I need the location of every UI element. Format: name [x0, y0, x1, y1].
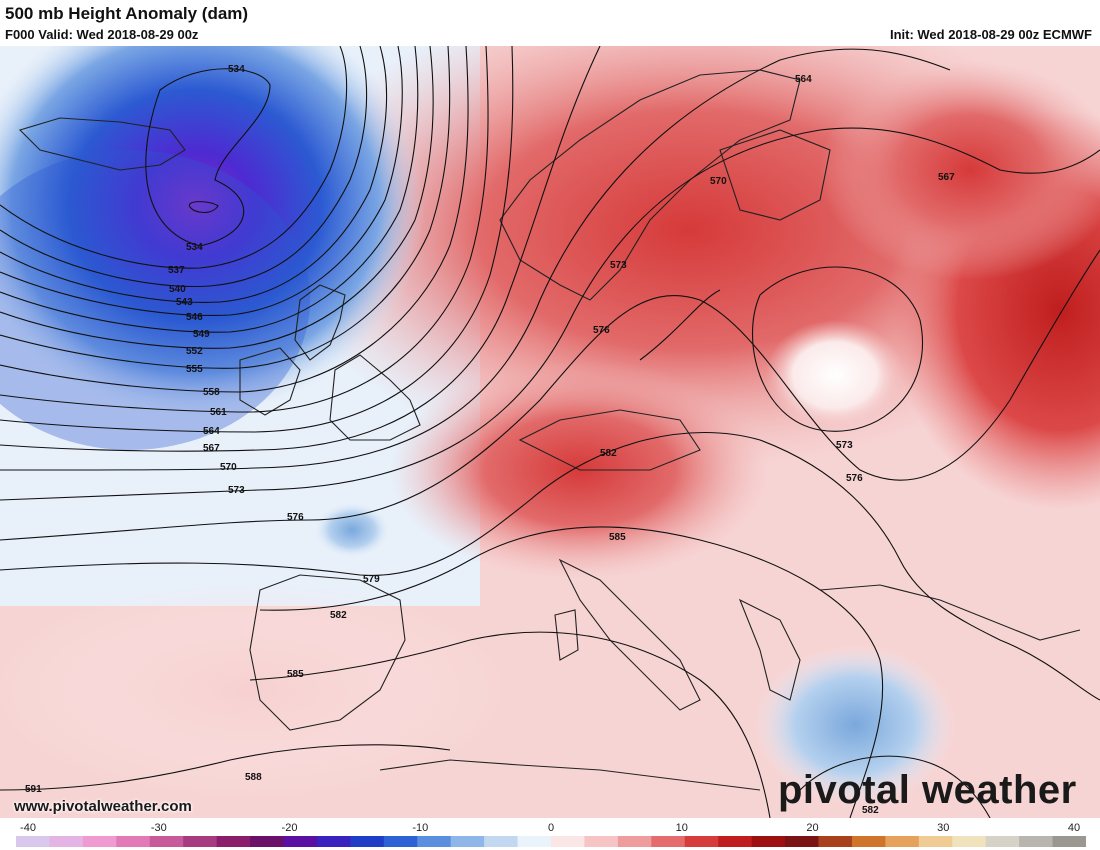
colorbar-cell	[1052, 836, 1086, 847]
contour-label: 540	[169, 284, 186, 295]
contour-label: 591	[25, 784, 42, 795]
contour-label: 546	[186, 312, 203, 323]
colorbar-cell	[1019, 836, 1054, 847]
colorbar-cell	[82, 836, 117, 847]
negative-anomaly-greece	[755, 645, 955, 805]
contour-label: 561	[210, 407, 227, 418]
colorbar-cell	[551, 836, 585, 847]
colorbar-cell	[952, 836, 987, 847]
colorbar-cell	[149, 836, 184, 847]
colorbar-cell	[216, 836, 251, 847]
colorbar-tick-label: 0	[548, 822, 554, 834]
colorbar-cell	[16, 836, 50, 847]
contour-label: 570	[220, 462, 237, 473]
colorbar-tick-label: -30	[151, 822, 167, 834]
contour-label: 570	[710, 176, 727, 187]
coastlines	[18, 69, 1081, 791]
contour-label: 567	[938, 172, 955, 183]
anomaly-map: 534 534 537 540 543 546 549 552 555 558 …	[0, 46, 1100, 818]
contour-label: 588	[245, 772, 262, 783]
colorbar-cell	[918, 836, 953, 847]
colorbar-cell	[751, 836, 786, 847]
colorbar-tick-label: 40	[1068, 822, 1080, 834]
colorbar-cell	[316, 836, 351, 847]
contour-labels: 534 534 537 540 543 546 549 552 555 558 …	[25, 64, 955, 816]
colorbar-tick-label: -20	[282, 822, 298, 834]
height-contours	[0, 46, 1100, 818]
contour-label: 567	[203, 443, 220, 454]
colorbar-cell	[250, 836, 284, 847]
colorbar-tick-label: -40	[20, 822, 36, 834]
colorbar-cell	[851, 836, 886, 847]
colorbar-cell	[885, 836, 920, 847]
colorbar-cell	[517, 836, 552, 847]
contour-label: 582	[330, 610, 347, 621]
contour-label: 576	[846, 473, 863, 484]
colorbar-cell	[49, 836, 84, 847]
contour-label: 573	[836, 440, 853, 451]
valid-time: F000 Valid: Wed 2018-08-29 00z	[5, 27, 199, 42]
contour-label: 543	[176, 297, 193, 308]
contour-label: 552	[186, 346, 203, 357]
colorbar-cell	[684, 836, 719, 847]
colorbar-cell	[617, 836, 652, 847]
init-time: Init: Wed 2018-08-29 00z ECMWF	[889, 27, 1092, 42]
contour-label: 585	[609, 532, 626, 543]
colorbar-cell	[718, 836, 753, 847]
colorbar-cell	[283, 836, 318, 847]
contour-label: 558	[203, 387, 220, 398]
colorbar-cell	[116, 836, 151, 847]
colorbar-cell	[484, 836, 519, 847]
colorbar-cell	[383, 836, 418, 847]
colorbar-cell	[785, 836, 819, 847]
neutral-spot	[765, 320, 905, 430]
colorbar-cell	[417, 836, 452, 847]
contour-label: 585	[287, 669, 304, 680]
colorbar-cell	[651, 836, 686, 847]
colorbar-tick-label: -10	[412, 822, 428, 834]
website-watermark: www.pivotalweather.com	[14, 798, 192, 815]
contour-label: 579	[363, 574, 380, 585]
contour-label: 582	[600, 448, 617, 459]
colorbar-cells	[16, 836, 1086, 847]
colorbar: -40 -30 -20 -10 0 10 20 30 40	[16, 822, 1086, 847]
contour-label: 573	[228, 485, 245, 496]
brand-logo-right: weather	[922, 768, 1077, 812]
contour-label: 573	[610, 260, 627, 271]
contour-label: 576	[287, 512, 304, 523]
colorbar-tick-label: 10	[676, 822, 688, 834]
contour-label: 549	[193, 329, 210, 340]
brand-logo: pivotal weather	[778, 768, 1077, 813]
colorbar-cell	[818, 836, 853, 847]
contour-label: 582	[862, 805, 879, 816]
colorbar-ticks: -40 -30 -20 -10 0 10 20 30 40	[20, 822, 1080, 834]
colorbar-tick-label: 20	[806, 822, 818, 834]
colorbar-tick-label: 30	[937, 822, 949, 834]
contour-label: 537	[168, 265, 185, 276]
colorbar-cell	[450, 836, 485, 847]
negative-anomaly-low	[0, 46, 425, 415]
colorbar-cell	[985, 836, 1020, 847]
colorbar-cell	[584, 836, 619, 847]
colorbar-cell	[350, 836, 385, 847]
brand-logo-left: pivotal	[778, 768, 911, 812]
contour-label: 555	[186, 364, 203, 375]
contour-label: 576	[593, 325, 610, 336]
contour-label: 564	[795, 74, 812, 85]
map-title: 500 mb Height Anomaly (dam)	[5, 4, 249, 23]
contour-label: 534	[228, 64, 245, 75]
colorbar-cell	[183, 836, 218, 847]
header: 500 mb Height Anomaly (dam) F000 Valid: …	[0, 0, 1100, 46]
contour-label: 564	[203, 426, 220, 437]
contour-label: 534	[186, 242, 203, 253]
